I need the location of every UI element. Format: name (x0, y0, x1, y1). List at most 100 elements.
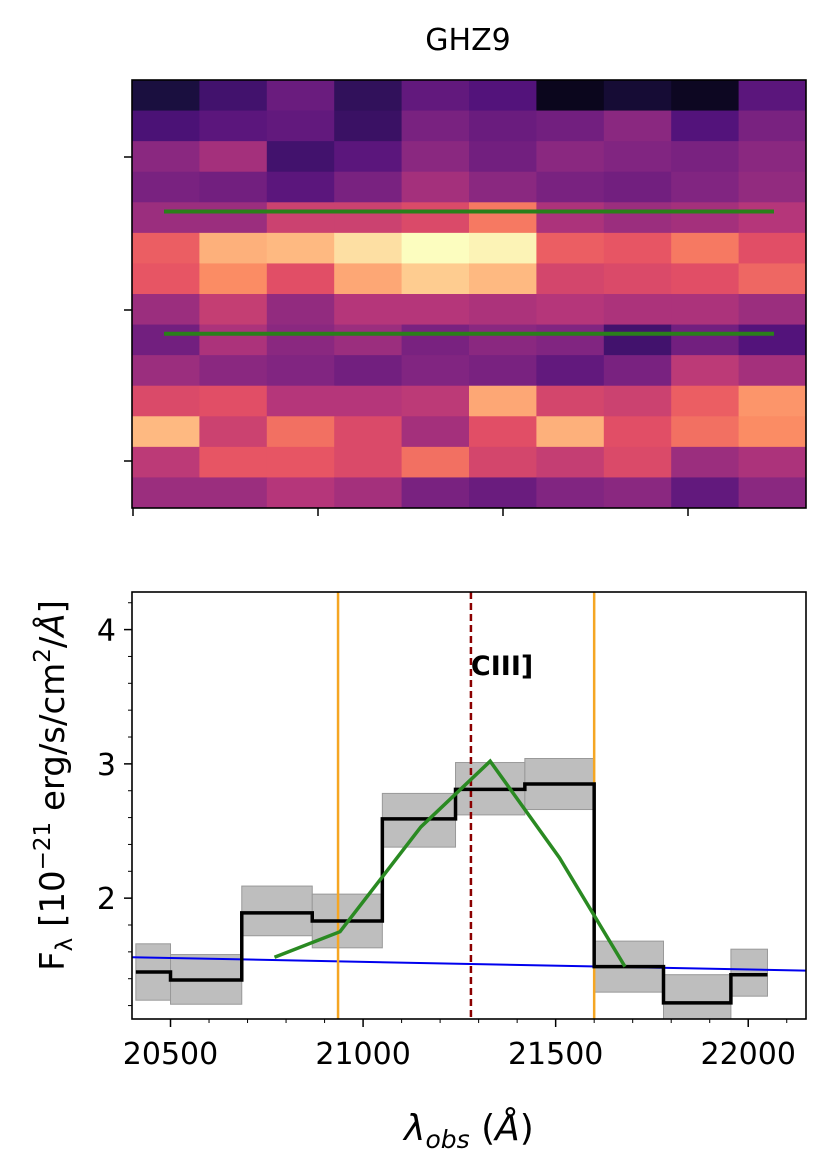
image-pixel (132, 294, 200, 326)
image-pixel (536, 141, 605, 173)
image-pixel (401, 202, 470, 234)
image-pixel (401, 80, 470, 112)
image-pixel (738, 141, 807, 173)
image-pixel (266, 110, 335, 142)
image-pixel (738, 385, 807, 417)
spectrum-2d-image (124, 80, 807, 516)
image-pixel (199, 324, 268, 356)
image-pixel (199, 416, 268, 448)
image-pixel (266, 171, 335, 203)
image-pixel (334, 446, 403, 478)
image-pixel (401, 141, 470, 173)
image-pixel (199, 232, 268, 264)
image-pixel (469, 263, 537, 295)
image-pixel (603, 232, 672, 264)
image-pixel (469, 110, 537, 142)
image-pixel (266, 294, 335, 326)
image-pixel (266, 477, 335, 509)
image-pixel (401, 324, 470, 356)
error-band (662, 974, 732, 1019)
image-pixel (469, 477, 537, 509)
image-pixel (469, 416, 537, 448)
image-pixel (266, 232, 335, 264)
image-pixel (671, 324, 740, 356)
image-pixel (199, 385, 268, 417)
image-pixel (199, 80, 268, 112)
image-pixel (334, 324, 403, 356)
image-pixel (603, 355, 672, 387)
image-frame (131, 79, 807, 509)
image-pixel (738, 446, 807, 478)
y-tick-label: 2 (97, 882, 116, 917)
image-pixel (738, 263, 807, 295)
image-pixel (132, 171, 200, 203)
image-pixel (469, 171, 537, 203)
image-pixel (132, 446, 200, 478)
image-pixel (671, 385, 740, 417)
image-pixel (738, 477, 807, 509)
image-pixel (738, 232, 807, 264)
image-pixel (603, 171, 672, 203)
image-pixel (671, 141, 740, 173)
image-pixel (266, 416, 335, 448)
image-pixel (266, 80, 335, 112)
y-tick-label: 3 (97, 748, 116, 783)
image-pixel (603, 385, 672, 417)
plot-area (132, 592, 806, 1019)
spectrum-1d-chart: CIII] 20500 21000 21500 22000 2 3 4 λobs (Å) Fλ [… (30, 591, 807, 1154)
image-pixel (132, 324, 200, 356)
line-label: CIII] (471, 651, 533, 682)
image-pixel (738, 202, 807, 234)
image-pixel (199, 477, 268, 509)
image-pixel (266, 355, 335, 387)
image-pixel (132, 110, 200, 142)
image-pixel (603, 324, 672, 356)
y-tick-label: 4 (97, 614, 116, 649)
image-pixel (334, 80, 403, 112)
image-pixel (334, 477, 403, 509)
image-pixel (266, 324, 335, 356)
image-pixel (469, 141, 537, 173)
image-pixel (132, 263, 200, 295)
image-pixel (401, 416, 470, 448)
image-pixel (536, 385, 605, 417)
image-pixel (401, 294, 470, 326)
image-pixel (334, 171, 403, 203)
x-tick-label: 22000 (701, 1037, 796, 1072)
image-pixel (671, 355, 740, 387)
image-pixel (469, 355, 537, 387)
image-pixel (199, 263, 268, 295)
image-pixel (266, 385, 335, 417)
image-pixel (266, 263, 335, 295)
image-pixel (199, 355, 268, 387)
image-pixel (334, 355, 403, 387)
image-pixel (536, 294, 605, 326)
spectrum-step-line (135, 782, 768, 1005)
x-axis-label: λobs (Å) (402, 1106, 534, 1154)
image-pixel (132, 385, 200, 417)
image-pixel (401, 446, 470, 478)
image-pixel (132, 477, 200, 509)
image-pixel (603, 416, 672, 448)
image-pixel (536, 263, 605, 295)
image-pixel (603, 477, 672, 509)
image-pixel (536, 171, 605, 203)
image-pixel (671, 202, 740, 234)
x-tick-label: 21000 (315, 1037, 410, 1072)
chart-frame (131, 591, 807, 1020)
image-pixel (603, 80, 672, 112)
image-pixel (199, 446, 268, 478)
image-pixel (603, 294, 672, 326)
image-pixel (266, 202, 335, 234)
image-pixel (671, 477, 740, 509)
image-pixel (132, 232, 200, 264)
image-pixel (536, 232, 605, 264)
image-pixel (401, 110, 470, 142)
image-pixel (671, 171, 740, 203)
image-pixel (671, 263, 740, 295)
x-tick-label: 20500 (123, 1037, 218, 1072)
image-pixel (334, 202, 403, 234)
image-pixel (536, 355, 605, 387)
x-tick-label: 21500 (508, 1037, 603, 1072)
